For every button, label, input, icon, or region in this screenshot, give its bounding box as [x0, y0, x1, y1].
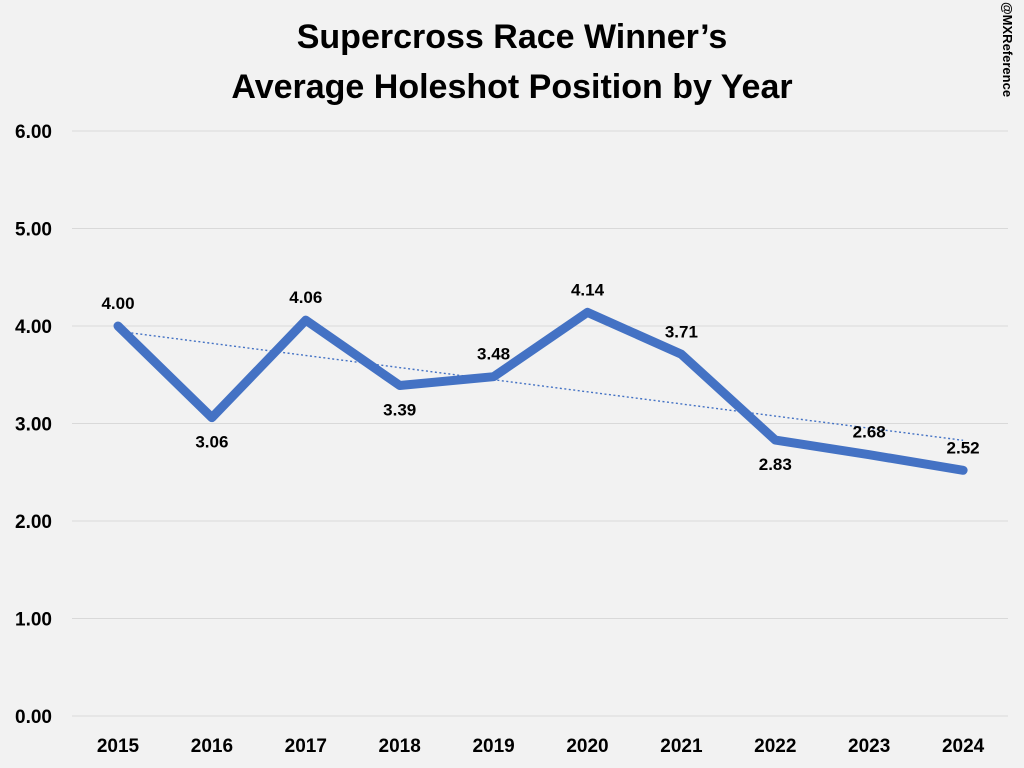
y-tick-label: 5.00 [15, 220, 52, 241]
data-label: 4.06 [289, 288, 322, 307]
x-tick-label: 2016 [191, 736, 233, 757]
gridlines [72, 130, 1008, 717]
y-tick-label: 0.00 [15, 707, 52, 728]
x-tick-label: 2024 [942, 736, 985, 757]
data-label: 3.71 [665, 322, 698, 341]
data-label: 3.06 [195, 433, 228, 452]
chart-title-line-2: Average Holeshot Position by Year [231, 68, 792, 106]
x-tick-label: 2022 [754, 736, 796, 757]
x-tick-label: 2021 [660, 736, 703, 757]
y-tick-label: 6.00 [15, 122, 52, 143]
y-axis-tick-labels: 0.00 1.00 2.00 3.00 4.00 5.00 6.00 [15, 122, 52, 728]
data-label: 2.52 [947, 438, 980, 457]
x-axis-tick-labels: 2015 2016 2017 2018 2019 2020 2021 2022 2023 2024 [97, 736, 985, 757]
data-label: 3.48 [477, 345, 510, 364]
x-tick-label: 2023 [848, 736, 890, 757]
series-line [113, 307, 968, 475]
data-label: 2.68 [853, 423, 886, 442]
x-tick-label: 2015 [97, 736, 140, 757]
x-tick-label: 2018 [379, 736, 421, 757]
data-label: 3.39 [383, 400, 416, 419]
y-tick-label: 3.00 [15, 415, 52, 436]
chart-title-line-1: Supercross Race Winner’s [297, 18, 728, 56]
data-label-layer: 4.00 3.06 4.06 3.39 3.48 4.14 3.71 2.83 2.68 2.52 [101, 280, 979, 474]
y-tick-label: 4.00 [15, 317, 52, 338]
x-tick-label: 2020 [566, 736, 608, 757]
y-tick-label: 2.00 [15, 512, 52, 533]
data-label: 4.00 [101, 294, 134, 313]
data-label: 4.14 [571, 280, 605, 299]
watermark-text: @MXReference [1000, 2, 1015, 97]
series-layer [113, 307, 968, 475]
x-tick-label: 2019 [472, 736, 514, 757]
x-tick-label: 2017 [285, 736, 327, 757]
y-tick-label: 1.00 [15, 610, 52, 631]
data-label: 2.83 [759, 455, 792, 474]
